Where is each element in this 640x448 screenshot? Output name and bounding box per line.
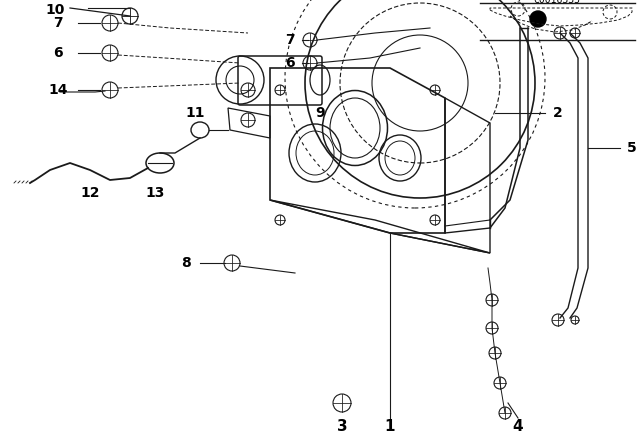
Text: 14: 14 bbox=[48, 83, 68, 97]
Text: 3: 3 bbox=[337, 418, 348, 434]
Text: 9: 9 bbox=[315, 106, 325, 120]
Text: 7: 7 bbox=[285, 33, 295, 47]
Text: 10: 10 bbox=[45, 3, 65, 17]
Text: 11: 11 bbox=[185, 106, 205, 120]
Text: C0016335: C0016335 bbox=[534, 0, 580, 5]
Text: 8: 8 bbox=[181, 256, 191, 270]
Text: 6: 6 bbox=[285, 56, 295, 70]
Text: 13: 13 bbox=[145, 186, 164, 200]
Text: 6: 6 bbox=[53, 46, 63, 60]
Circle shape bbox=[530, 11, 546, 27]
Text: 7: 7 bbox=[53, 16, 63, 30]
Text: 5: 5 bbox=[627, 141, 637, 155]
Text: 2: 2 bbox=[553, 106, 563, 120]
Text: 12: 12 bbox=[80, 186, 100, 200]
Text: 1: 1 bbox=[385, 418, 396, 434]
Text: 4: 4 bbox=[513, 418, 524, 434]
